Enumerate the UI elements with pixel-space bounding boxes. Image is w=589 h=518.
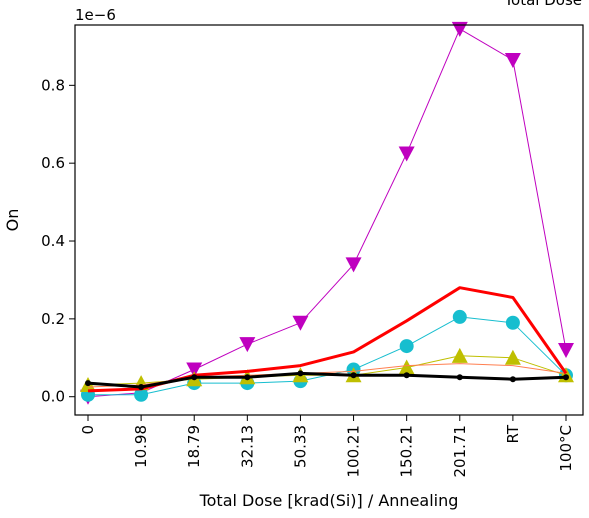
series-0-point — [504, 53, 521, 69]
series-5-line — [87, 371, 567, 389]
series-0-point — [398, 146, 415, 162]
y-tick-label: 0.0 — [41, 388, 65, 406]
y-axis-offset-label: 1e−6 — [75, 6, 116, 24]
series-1-point — [452, 309, 467, 324]
x-tick-label: 50.33 — [291, 425, 309, 468]
series-5-point — [244, 374, 251, 381]
series-2-point — [504, 349, 521, 365]
series-5-point — [297, 370, 304, 377]
y-tick-label: 0.6 — [41, 154, 65, 172]
series-2-point — [451, 347, 468, 363]
series-5-point — [85, 380, 91, 387]
series-1-point — [505, 315, 520, 330]
y-tick-label: 0.8 — [41, 76, 65, 94]
series-0-point — [451, 21, 468, 37]
series-5-point — [191, 374, 198, 381]
x-tick-label: 0 — [79, 425, 97, 435]
series-5-point — [350, 372, 357, 379]
series-5-point — [563, 374, 569, 381]
x-tick-label: 10.98 — [132, 425, 150, 468]
series-0-point — [292, 315, 309, 331]
y-tick-label: 0.4 — [41, 232, 65, 250]
series-0-line — [87, 28, 567, 398]
x-axis-label: Total Dose [krad(Si)] / Annealing — [199, 491, 459, 510]
series-5-point — [509, 376, 516, 383]
y-axis-label: On — [3, 209, 22, 232]
series-2-point — [398, 359, 415, 375]
x-tick-label: 18.79 — [185, 425, 203, 468]
plot-area — [80, 21, 574, 405]
series-5-point — [456, 374, 463, 381]
x-tick-label: 100°C — [557, 425, 575, 472]
y-tick-label: 0.2 — [41, 310, 65, 328]
x-tick-label: RT — [504, 424, 522, 443]
x-tick-label: 32.13 — [238, 425, 256, 468]
series-5-point — [403, 372, 410, 379]
series-0-point — [345, 257, 362, 273]
series-0-point — [186, 362, 203, 378]
series-1-point — [399, 339, 414, 354]
series-0-point — [239, 337, 256, 353]
series-0-point — [558, 343, 574, 358]
x-tick-label: 100.21 — [345, 425, 363, 478]
series-1-point — [134, 387, 149, 402]
plot-frame — [74, 24, 584, 416]
series-5-point — [138, 383, 145, 390]
x-tick-label: 150.21 — [398, 425, 416, 478]
chart-title: Total Dose — [503, 0, 582, 9]
x-tick-label: 201.71 — [451, 425, 469, 478]
